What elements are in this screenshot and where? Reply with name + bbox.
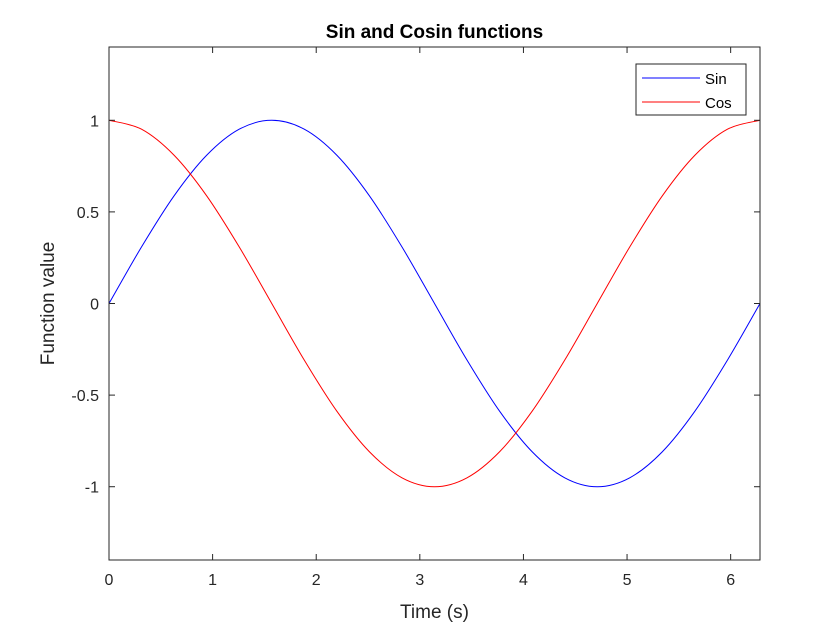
chart-title: Sin and Cosin functions bbox=[326, 22, 543, 43]
y-tick-label: -1 bbox=[85, 480, 99, 497]
legend: Sin Cos bbox=[635, 63, 747, 116]
series-line-sin bbox=[108, 119, 761, 488]
legend-label-sin: Sin bbox=[705, 71, 727, 88]
x-tick-label: 0 bbox=[105, 572, 114, 589]
x-tick-label: 5 bbox=[623, 572, 632, 589]
series-layer bbox=[108, 119, 761, 488]
x-tick-label: 3 bbox=[415, 572, 424, 589]
y-axis-label: Function value bbox=[38, 242, 59, 366]
x-axis-label: Time (s) bbox=[400, 602, 469, 623]
legend-label-cos: Cos bbox=[705, 95, 732, 112]
x-tick-label: 4 bbox=[519, 572, 528, 589]
y-tick-label: 0 bbox=[90, 297, 99, 314]
legend-box bbox=[635, 63, 747, 116]
x-tick-label: 1 bbox=[208, 572, 217, 589]
x-tick-label: 2 bbox=[312, 572, 321, 589]
y-tick-label: 0.5 bbox=[77, 205, 99, 222]
tick-layer: 0 1 2 3 4 5 6 -1 -0.5 0 0.5 1 bbox=[71, 47, 760, 589]
y-tick-label: -0.5 bbox=[71, 388, 99, 405]
series-line-cos bbox=[108, 119, 761, 488]
y-tick-label: 1 bbox=[90, 113, 99, 130]
x-tick-label: 6 bbox=[726, 572, 735, 589]
